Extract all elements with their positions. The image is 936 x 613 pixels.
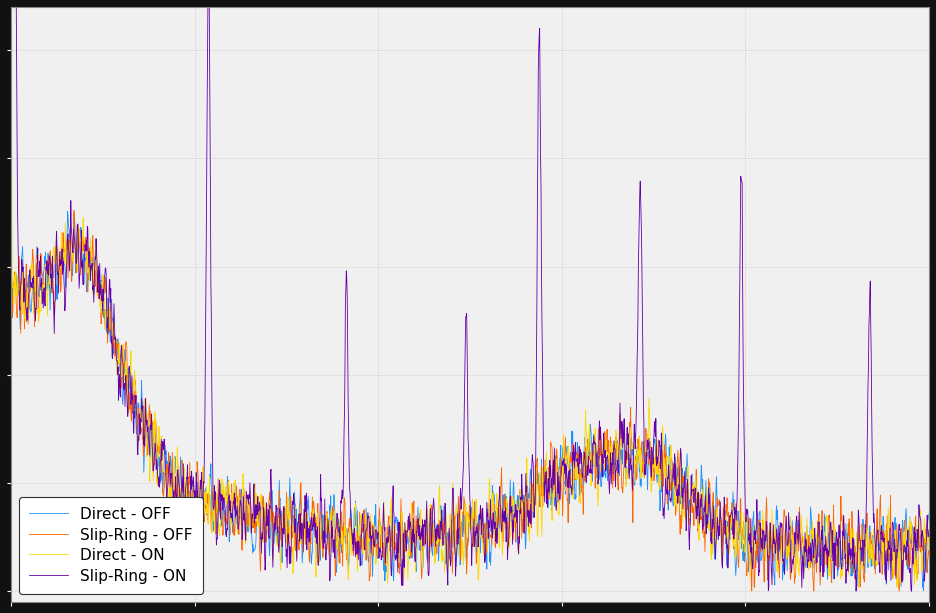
Direct - OFF bbox=[729, 525, 740, 533]
Slip-Ring - OFF bbox=[52, 257, 64, 264]
Slip-Ring - OFF bbox=[729, 535, 740, 542]
Slip-Ring - OFF bbox=[924, 551, 935, 558]
Slip-Ring - ON bbox=[851, 587, 862, 595]
Direct - ON bbox=[428, 528, 439, 535]
Direct - OFF bbox=[924, 510, 935, 517]
Slip-Ring - ON bbox=[452, 541, 463, 548]
Direct - OFF bbox=[62, 208, 73, 215]
Legend: Direct - OFF, Slip-Ring - OFF, Direct - ON, Slip-Ring - ON: Direct - OFF, Slip-Ring - OFF, Direct - … bbox=[19, 497, 203, 594]
Slip-Ring - ON bbox=[898, 559, 909, 566]
Slip-Ring - ON bbox=[729, 529, 740, 536]
Slip-Ring - ON bbox=[6, 73, 17, 80]
Slip-Ring - ON bbox=[924, 526, 935, 533]
Slip-Ring - OFF bbox=[6, 272, 17, 279]
Slip-Ring - OFF bbox=[898, 528, 909, 535]
Direct - OFF bbox=[428, 532, 439, 539]
Direct - OFF bbox=[898, 524, 909, 531]
Slip-Ring - ON bbox=[898, 576, 909, 584]
Direct - ON bbox=[924, 547, 935, 554]
Slip-Ring - OFF bbox=[808, 587, 819, 595]
Slip-Ring - ON bbox=[52, 289, 64, 297]
Direct - ON bbox=[897, 555, 908, 562]
Direct - ON bbox=[6, 20, 17, 27]
Direct - ON bbox=[52, 243, 64, 250]
Slip-Ring - ON bbox=[428, 495, 439, 502]
Direct - OFF bbox=[897, 517, 908, 524]
Direct - ON bbox=[452, 515, 463, 522]
Direct - ON bbox=[854, 585, 865, 592]
Line: Direct - ON: Direct - ON bbox=[11, 23, 929, 588]
Direct - ON bbox=[898, 544, 909, 551]
Slip-Ring - OFF bbox=[428, 531, 439, 538]
Slip-Ring - OFF bbox=[898, 550, 909, 558]
Line: Slip-Ring - OFF: Slip-Ring - OFF bbox=[11, 210, 929, 591]
Direct - ON bbox=[728, 543, 739, 550]
Direct - OFF bbox=[52, 281, 64, 288]
Line: Direct - OFF: Direct - OFF bbox=[11, 211, 929, 590]
Direct - OFF bbox=[6, 259, 17, 267]
Slip-Ring - OFF bbox=[68, 207, 80, 214]
Slip-Ring - OFF bbox=[452, 509, 463, 516]
Direct - OFF bbox=[452, 519, 463, 526]
Line: Slip-Ring - ON: Slip-Ring - ON bbox=[11, 0, 929, 591]
Direct - OFF bbox=[918, 587, 929, 594]
